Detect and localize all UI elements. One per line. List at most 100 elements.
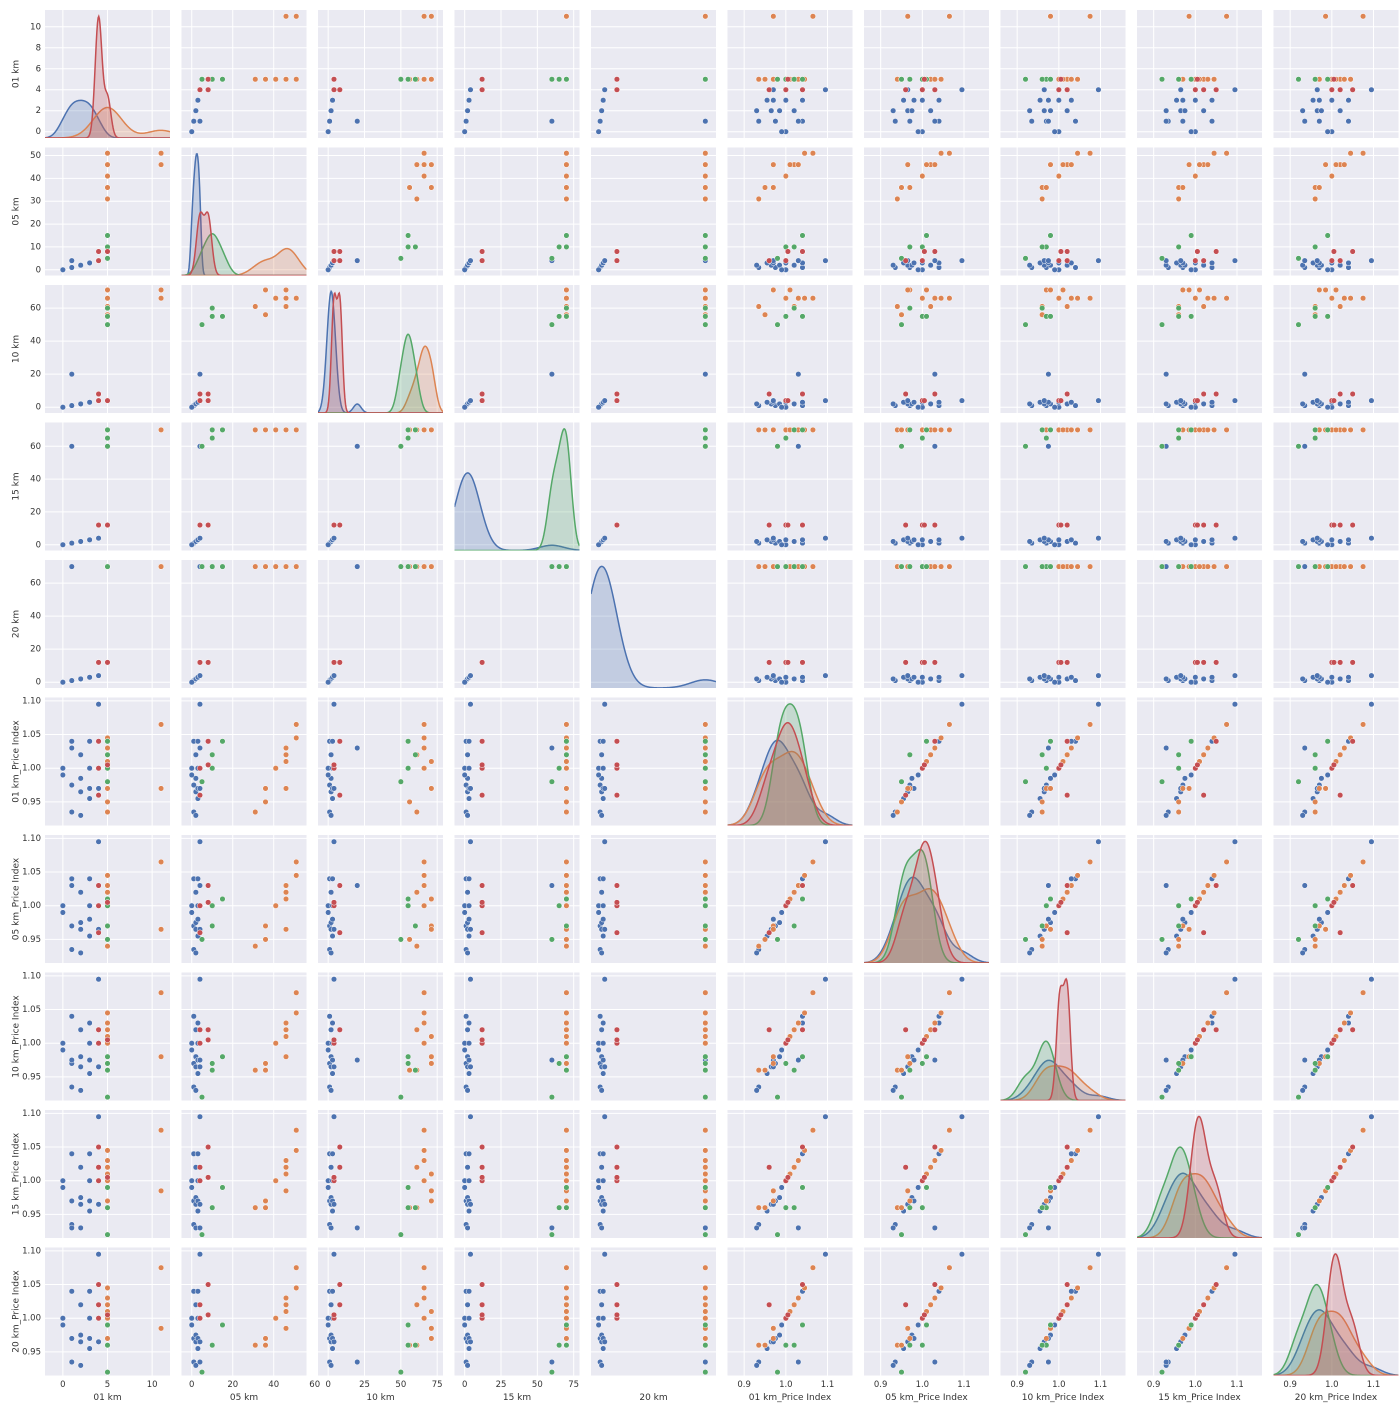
point — [563, 738, 570, 745]
point — [405, 1204, 412, 1211]
point — [397, 76, 404, 83]
point — [1041, 397, 1048, 404]
point — [702, 872, 709, 879]
point — [1322, 161, 1329, 168]
point — [753, 107, 760, 114]
point — [328, 1362, 335, 1369]
point — [702, 721, 709, 728]
point — [556, 1342, 563, 1349]
point — [1039, 936, 1046, 943]
point — [782, 1204, 789, 1211]
kde-area — [45, 107, 170, 138]
point — [405, 902, 412, 909]
point — [791, 675, 798, 682]
point — [479, 1164, 486, 1171]
point — [104, 738, 111, 745]
point — [919, 257, 926, 264]
point — [1192, 97, 1199, 104]
point — [293, 563, 300, 570]
point — [1037, 97, 1044, 104]
point — [77, 1362, 84, 1369]
point — [898, 443, 905, 450]
point — [778, 541, 785, 548]
point — [397, 1369, 404, 1376]
point — [791, 305, 798, 312]
point — [774, 936, 781, 943]
point — [1057, 761, 1064, 768]
point — [1175, 922, 1182, 929]
point — [958, 701, 965, 708]
point — [329, 933, 336, 940]
point — [958, 257, 965, 264]
point — [702, 1321, 709, 1329]
point — [336, 792, 343, 799]
point — [428, 1033, 435, 1040]
panel-background — [864, 147, 989, 276]
point — [1039, 1204, 1046, 1211]
point — [563, 1284, 570, 1291]
point — [1175, 936, 1182, 943]
point — [613, 1144, 620, 1151]
point — [325, 128, 332, 135]
y-axis-label: 20 km_Price Index — [12, 1270, 22, 1353]
kde-area — [454, 472, 580, 551]
panel-background — [1273, 422, 1399, 551]
y-tick-label: 60 — [30, 304, 41, 314]
point — [946, 989, 953, 996]
point — [931, 1144, 938, 1151]
point — [598, 949, 605, 956]
point — [776, 919, 783, 926]
point — [86, 738, 93, 745]
point — [1347, 150, 1354, 157]
point — [902, 792, 909, 799]
point — [467, 785, 474, 792]
point — [421, 882, 428, 889]
panel-background — [727, 147, 853, 276]
point — [1047, 13, 1054, 20]
point — [931, 295, 938, 302]
point — [1312, 765, 1319, 772]
plot-area — [188, 426, 300, 548]
point — [809, 426, 816, 433]
point — [702, 1224, 709, 1231]
point — [1301, 1057, 1308, 1064]
point — [1095, 838, 1102, 845]
plot-area — [1022, 1113, 1102, 1238]
point — [774, 1094, 781, 1101]
point — [1047, 426, 1054, 433]
point — [86, 916, 93, 923]
point — [68, 677, 75, 684]
plot-area — [1295, 701, 1375, 819]
point — [598, 889, 605, 896]
panel — [45, 422, 170, 551]
point — [1337, 1026, 1344, 1033]
point — [1330, 397, 1337, 404]
point — [336, 1301, 343, 1308]
point — [219, 426, 226, 433]
point — [784, 659, 791, 666]
point — [1163, 949, 1170, 956]
point — [479, 738, 486, 745]
point — [95, 672, 102, 679]
point — [1022, 563, 1029, 570]
point — [272, 563, 279, 570]
point — [702, 161, 709, 168]
x-tick-label: 0.9 — [874, 1380, 888, 1390]
plot-area — [595, 286, 709, 411]
point — [795, 1358, 802, 1366]
panel — [454, 422, 580, 551]
point — [194, 1070, 201, 1077]
point — [461, 266, 468, 273]
point — [467, 1201, 474, 1208]
point — [1026, 1362, 1033, 1369]
point — [1026, 949, 1033, 956]
point — [1177, 672, 1184, 679]
point — [198, 1231, 206, 1238]
panel-background — [1137, 422, 1262, 551]
point — [86, 1057, 93, 1064]
point — [282, 1026, 290, 1033]
point — [1175, 1067, 1182, 1074]
point — [946, 13, 953, 20]
point — [1328, 257, 1335, 264]
point — [104, 1147, 111, 1154]
